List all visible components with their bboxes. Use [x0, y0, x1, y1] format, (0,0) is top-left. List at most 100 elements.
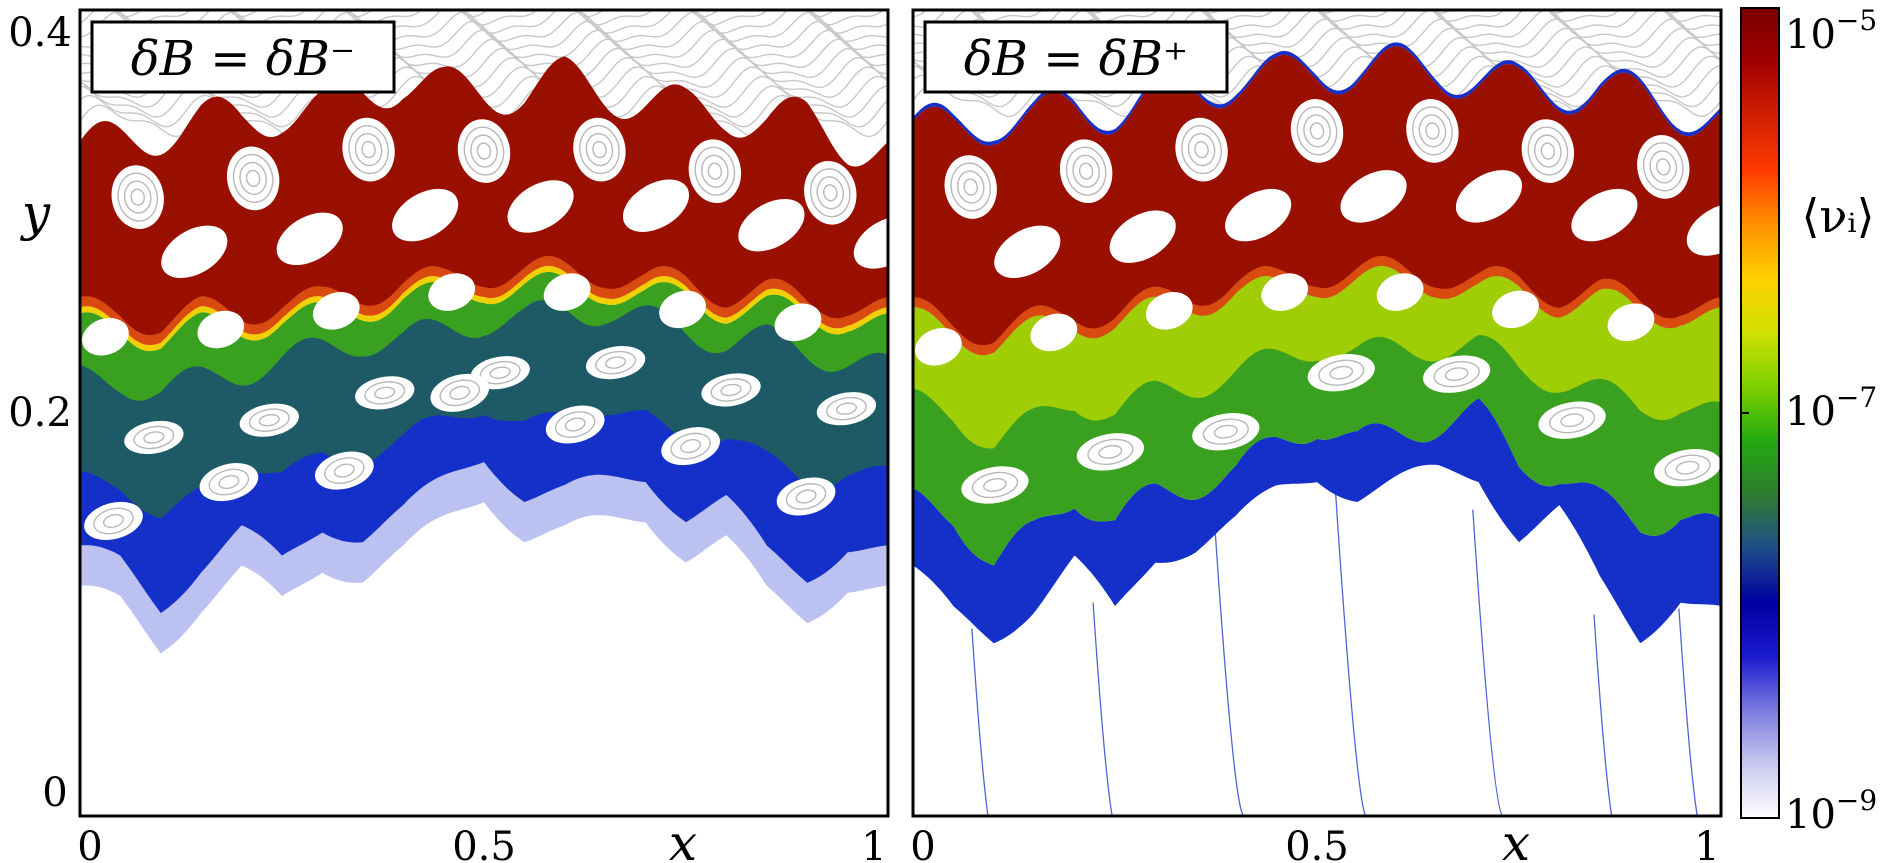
island-ring [1309, 122, 1325, 140]
left-islands [82, 117, 888, 540]
island [1145, 292, 1193, 330]
island-ring [476, 142, 492, 160]
right-x-axis-label: x [1502, 814, 1530, 863]
red-band [80, 56, 888, 336]
island [276, 212, 343, 266]
island-ring [795, 489, 817, 504]
island-ring [470, 134, 498, 168]
island [915, 327, 962, 366]
island-ring [463, 126, 505, 176]
island-ring [707, 162, 723, 180]
colorbar-tick-label: 10−9 [1785, 784, 1877, 838]
island [1307, 354, 1375, 392]
island [1423, 355, 1491, 393]
island-ring [1202, 418, 1249, 445]
island-ring [1534, 134, 1562, 168]
island [661, 427, 720, 466]
island-ring [950, 162, 992, 212]
island-ring [579, 125, 620, 175]
island-ring [439, 379, 481, 407]
island-ring [1649, 150, 1678, 184]
left-y-axis-label: y [20, 184, 51, 242]
island-ring [1548, 407, 1596, 434]
island-ring [1072, 154, 1100, 188]
island [1492, 290, 1539, 329]
island-ring [785, 483, 827, 510]
island-ring [710, 378, 752, 402]
island [1340, 170, 1407, 223]
island [622, 179, 690, 232]
y-tick-label-0: 0 [42, 770, 67, 816]
island-ring [1303, 114, 1331, 148]
right-title-frame [923, 20, 1229, 94]
island-ring [1642, 142, 1684, 192]
island-ring [143, 431, 165, 444]
blue-filament [1472, 509, 1504, 816]
island-ring [1078, 162, 1094, 180]
pale-blue-band [80, 462, 888, 654]
left-x-tick-label-1: 1 [861, 824, 886, 863]
island-ring [956, 170, 985, 204]
island-ring [245, 169, 261, 188]
island-ring [701, 154, 729, 188]
island [392, 188, 459, 242]
left-title-frame [90, 20, 396, 94]
island-ring [348, 125, 389, 175]
island-ring [123, 180, 152, 214]
island [197, 310, 245, 349]
island [314, 451, 374, 490]
island-ring [592, 140, 607, 159]
island-ring [218, 475, 240, 490]
island [1109, 210, 1176, 263]
right-x-tick-label-0.5: 0.5 [1285, 824, 1349, 863]
blue-top-edge [913, 42, 1721, 146]
island [84, 501, 143, 540]
island [659, 290, 706, 329]
blue-filament [1678, 608, 1709, 816]
island-ring [1329, 365, 1354, 380]
island-ring [1181, 125, 1222, 175]
island [82, 317, 129, 356]
island-ring [835, 402, 858, 415]
island-ring [1318, 359, 1365, 386]
island-ring [479, 360, 521, 385]
island-ring [1412, 106, 1453, 156]
island [1261, 273, 1309, 311]
right-chaos-bands [913, 42, 1721, 816]
island [961, 466, 1029, 504]
island [428, 273, 476, 311]
right-panel-title: δB = δB⁺ [964, 31, 1188, 87]
island [161, 225, 228, 279]
island-ring [130, 188, 145, 206]
island-ring [595, 350, 637, 375]
right-x-tick-label-1: 1 [1694, 824, 1719, 863]
left-x-tick-label-0: 0 [77, 824, 102, 863]
island-ring [449, 385, 471, 400]
left-panel: δB = δB⁻ [78, 8, 890, 818]
teal-band [80, 292, 888, 519]
kam-curve [115, 10, 885, 26]
right-panel: δB = δB⁺ [911, 8, 1723, 818]
island-ring [117, 172, 159, 222]
island-ring [232, 153, 274, 203]
island [543, 273, 591, 311]
blue-filament [1213, 517, 1245, 816]
island-ring [102, 513, 124, 528]
island-ring [239, 161, 267, 196]
island-ring [1065, 146, 1107, 196]
island-ring [1187, 132, 1216, 167]
island [1455, 170, 1523, 223]
island-ring [825, 396, 867, 421]
island-ring [816, 176, 845, 210]
island [774, 303, 822, 342]
y-tick-label-0.2: 0.2 [8, 390, 72, 436]
island-ring [963, 178, 978, 196]
island-ring [258, 413, 280, 427]
island-ring [564, 417, 586, 432]
island [1076, 433, 1145, 471]
island-ring [324, 457, 365, 484]
island-ring [971, 471, 1019, 499]
island-ring [720, 383, 742, 397]
island-ring [554, 411, 596, 438]
